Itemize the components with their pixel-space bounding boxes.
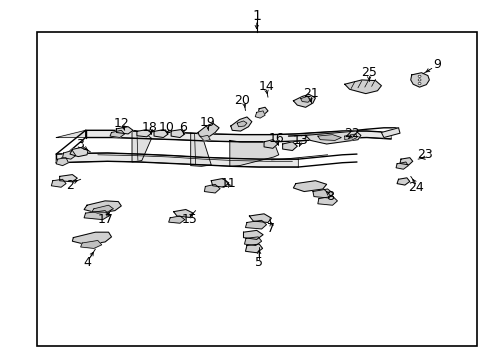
Polygon shape [300, 96, 310, 102]
Polygon shape [305, 131, 360, 144]
Text: 24: 24 [407, 181, 423, 194]
Polygon shape [110, 130, 124, 138]
Polygon shape [245, 220, 266, 229]
Polygon shape [293, 181, 326, 192]
Text: 12: 12 [113, 117, 129, 130]
Polygon shape [395, 162, 407, 169]
Polygon shape [92, 205, 113, 212]
Text: 4: 4 [83, 256, 91, 269]
Text: 13: 13 [292, 134, 308, 147]
Polygon shape [381, 128, 399, 138]
Polygon shape [396, 178, 409, 185]
Polygon shape [132, 130, 151, 162]
Text: 5: 5 [255, 256, 263, 269]
Polygon shape [344, 134, 356, 140]
Polygon shape [293, 94, 315, 107]
Polygon shape [258, 107, 267, 114]
Polygon shape [264, 140, 277, 148]
Text: 18: 18 [141, 121, 157, 134]
Polygon shape [56, 153, 298, 167]
Polygon shape [204, 184, 220, 193]
Polygon shape [211, 179, 228, 187]
Polygon shape [282, 142, 297, 150]
Polygon shape [410, 73, 428, 87]
Polygon shape [72, 232, 111, 245]
Text: 3: 3 [76, 138, 83, 150]
Text: 22: 22 [344, 127, 359, 140]
Polygon shape [154, 130, 168, 138]
Polygon shape [344, 80, 381, 94]
Polygon shape [56, 130, 85, 138]
Text: 7: 7 [267, 222, 275, 235]
Text: 19: 19 [200, 116, 215, 129]
Polygon shape [198, 123, 219, 138]
Text: 16: 16 [268, 132, 284, 145]
Polygon shape [137, 130, 151, 137]
Text: 17: 17 [97, 213, 113, 226]
Text: 9: 9 [433, 58, 441, 71]
Polygon shape [200, 135, 210, 141]
Bar [37, 32, 476, 346]
Polygon shape [62, 150, 76, 159]
Polygon shape [70, 148, 88, 157]
Text: 20: 20 [234, 94, 249, 107]
Polygon shape [190, 133, 211, 166]
Polygon shape [245, 244, 262, 253]
Polygon shape [312, 189, 333, 198]
Polygon shape [255, 111, 264, 118]
Circle shape [417, 75, 420, 77]
Polygon shape [168, 216, 184, 223]
Text: 15: 15 [182, 213, 197, 226]
Polygon shape [230, 117, 251, 131]
Polygon shape [84, 211, 110, 220]
Polygon shape [60, 175, 77, 182]
Text: 21: 21 [302, 87, 318, 100]
Text: 23: 23 [417, 148, 432, 161]
Text: 8: 8 [325, 190, 333, 203]
Circle shape [417, 79, 420, 81]
Text: 2: 2 [66, 179, 74, 192]
Polygon shape [81, 240, 102, 248]
Text: 10: 10 [158, 121, 174, 134]
Text: 14: 14 [258, 80, 274, 93]
Polygon shape [399, 158, 412, 165]
Polygon shape [317, 196, 337, 205]
Polygon shape [249, 214, 271, 222]
Polygon shape [51, 179, 66, 187]
Polygon shape [171, 130, 184, 138]
Polygon shape [116, 127, 133, 134]
Polygon shape [56, 158, 68, 166]
Text: 6: 6 [179, 121, 187, 134]
Polygon shape [85, 130, 390, 142]
Polygon shape [237, 121, 246, 127]
Polygon shape [84, 201, 121, 213]
Polygon shape [173, 210, 193, 217]
Polygon shape [244, 237, 261, 246]
Polygon shape [243, 230, 263, 239]
Polygon shape [229, 140, 278, 166]
Polygon shape [317, 135, 341, 140]
Text: 25: 25 [361, 66, 376, 78]
Text: 1: 1 [252, 9, 261, 23]
Circle shape [417, 82, 420, 85]
Text: 11: 11 [221, 177, 236, 190]
